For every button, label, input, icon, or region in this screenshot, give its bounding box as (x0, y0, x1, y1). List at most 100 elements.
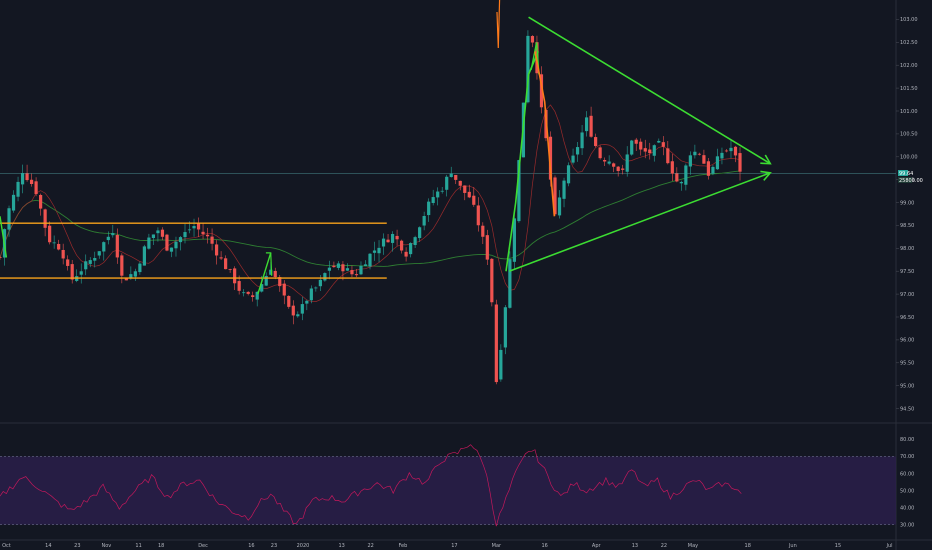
candle-body (84, 261, 88, 270)
x-tick-label: 22 (661, 543, 667, 549)
candle-body (183, 232, 187, 238)
y-tick-label: 100.50 (900, 132, 918, 138)
candle-body (192, 226, 196, 229)
candle-body (557, 197, 562, 216)
candle-body (413, 237, 417, 246)
candle-body (205, 234, 210, 237)
candle-body (242, 292, 246, 294)
candle-body (291, 305, 295, 316)
candle-body (7, 208, 11, 230)
candle-body (738, 153, 742, 172)
candle-body (20, 173, 25, 185)
y-tick-label: 98.00 (900, 246, 914, 252)
candle-body (29, 179, 34, 184)
candle-body (639, 141, 643, 150)
x-tick-label: 13 (338, 543, 344, 549)
rsi-band-fill (0, 456, 896, 525)
y-tick-label: 96.50 (900, 315, 914, 321)
last-price-tag-label: 99.64 (899, 171, 913, 177)
candle-body (399, 240, 404, 251)
candle-body (318, 279, 322, 287)
candle-body (79, 271, 83, 275)
candle-body (630, 140, 634, 155)
candle-body (404, 251, 408, 257)
candle-body (233, 268, 237, 284)
candle-body (445, 176, 449, 190)
rsi-line (0, 444, 742, 527)
candle-body (494, 304, 498, 383)
price-tags: 99.64 25800.00 (898, 170, 923, 184)
rsi-band (0, 456, 896, 525)
candle-body (386, 239, 390, 243)
x-tick-label: Apr (592, 543, 602, 549)
candle-body (354, 274, 359, 276)
candle-body (224, 258, 228, 270)
secondary-tag (898, 177, 912, 183)
candle-body (476, 205, 480, 226)
x-tick-label: 16 (248, 543, 254, 549)
rsi-y-tick-label: 70.00 (900, 454, 914, 460)
pullback-arrow (534, 51, 556, 217)
candle-body (345, 268, 350, 271)
candle-body (359, 265, 363, 275)
candle-body (264, 275, 268, 286)
candle-body (693, 151, 697, 156)
x-tick-label: 18 (158, 543, 164, 549)
y-tick-label: 96.00 (900, 338, 914, 344)
rsi-y-tick-label: 30.00 (900, 522, 914, 528)
candle-body (305, 300, 309, 304)
candle-body (666, 148, 670, 164)
candle-body (643, 148, 647, 152)
x-tick-label: Jun (788, 543, 797, 549)
triangle-lower-line (508, 172, 771, 272)
rsi-y-tick-label: 40.00 (900, 505, 914, 511)
candle-body (539, 74, 544, 108)
candle-body (499, 349, 503, 380)
candle-body (566, 165, 571, 184)
candle-body (706, 161, 711, 176)
candle-body (70, 264, 74, 280)
candle-body (580, 132, 584, 149)
triangle-upper-arrowhead (760, 154, 772, 165)
candle-body (260, 284, 264, 292)
x-tick-label: May (688, 543, 698, 549)
x-tick-label: Mar (492, 543, 502, 549)
candle-body (214, 244, 219, 256)
secondary-tag-label: 25800.00 (899, 178, 923, 184)
candle-body (485, 235, 489, 260)
candle-body (395, 235, 399, 240)
candle-body (178, 237, 183, 243)
candle-body (598, 147, 602, 159)
candle-body (309, 288, 313, 301)
x-tick-label: 23 (74, 543, 80, 549)
candle-body (548, 136, 553, 180)
candle-body (57, 243, 61, 250)
candle-body (246, 291, 250, 294)
candle-body (138, 263, 142, 273)
candle-body (124, 278, 128, 281)
candle-body (612, 163, 616, 167)
candle-body (431, 197, 435, 203)
candle-body (603, 159, 607, 162)
triangle-lower-arrowhead (760, 170, 772, 181)
candle-body (93, 258, 97, 261)
candle-body (336, 263, 341, 268)
candle-body (16, 181, 20, 197)
candle-body (422, 216, 426, 226)
y-tick-label: 97.50 (900, 269, 914, 275)
y-tick-label: 100.00 (900, 155, 918, 161)
x-tick-label: Nov (101, 543, 111, 549)
x-tick-label: 17 (451, 543, 457, 549)
candle-body (165, 234, 169, 251)
candle-body (512, 218, 516, 262)
candle-body (111, 233, 115, 236)
x-tick-label: Oct (2, 543, 11, 549)
last-price-tag (898, 170, 908, 176)
candle-body (300, 304, 304, 314)
y-tick-label: 101.50 (900, 86, 918, 92)
candle-body (196, 223, 201, 230)
candle-body (720, 152, 724, 159)
triangle-upper-line (528, 16, 771, 165)
